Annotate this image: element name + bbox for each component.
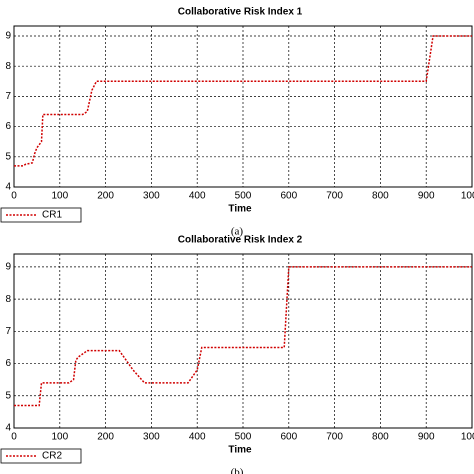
x-tick-label: 200 <box>97 191 114 202</box>
y-tick-label: 8 <box>5 294 11 305</box>
x-tick-label: 300 <box>143 432 160 443</box>
legend-label: CR2 <box>42 451 62 462</box>
x-tick-label: 100 <box>51 432 68 443</box>
x-tick-label: 400 <box>189 191 206 202</box>
x-tick-label: 600 <box>280 432 297 443</box>
x-axis-label: Time <box>228 445 252 456</box>
x-tick-label: 1000 <box>461 191 474 202</box>
x-tick-label: 700 <box>326 432 343 443</box>
chart-title: Collaborative Risk Index 2 <box>178 235 303 246</box>
x-tick-label: 800 <box>372 191 389 202</box>
chart-title: Collaborative Risk Index 1 <box>178 7 303 18</box>
x-tick-label: 900 <box>418 191 435 202</box>
x-tick-label: 0 <box>11 432 17 443</box>
x-tick-label: 500 <box>235 191 252 202</box>
y-tick-label: 8 <box>5 61 11 72</box>
legend-box <box>0 448 82 464</box>
y-tick-label: 6 <box>5 121 11 132</box>
y-tick-label: 5 <box>5 151 11 162</box>
caption: (a) <box>231 226 244 238</box>
data-line <box>14 35 472 167</box>
data-line <box>14 266 472 407</box>
x-tick-label: 400 <box>189 432 206 443</box>
x-tick-label: 600 <box>280 191 297 202</box>
plot-area <box>13 253 473 429</box>
x-tick-label: 200 <box>97 432 114 443</box>
caption: (b) <box>231 467 244 474</box>
y-tick-label: 9 <box>5 262 11 273</box>
x-axis-label: Time <box>228 204 252 215</box>
x-tick-label: 1000 <box>461 432 474 443</box>
x-tick-label: 700 <box>326 191 343 202</box>
x-tick-label: 300 <box>143 191 160 202</box>
x-tick-label: 500 <box>235 432 252 443</box>
y-tick-label: 9 <box>5 31 11 42</box>
y-tick-label: 6 <box>5 358 11 369</box>
x-tick-label: 800 <box>372 432 389 443</box>
x-tick-label: 900 <box>418 432 435 443</box>
y-tick-label: 7 <box>5 326 11 337</box>
legend-box <box>0 207 82 223</box>
legend-label: CR1 <box>42 210 62 221</box>
y-tick-label: 5 <box>5 390 11 401</box>
y-tick-label: 4 <box>5 423 11 434</box>
y-tick-label: 4 <box>5 182 11 193</box>
y-tick-label: 7 <box>5 91 11 102</box>
x-tick-label: 0 <box>11 191 17 202</box>
x-tick-label: 100 <box>51 191 68 202</box>
